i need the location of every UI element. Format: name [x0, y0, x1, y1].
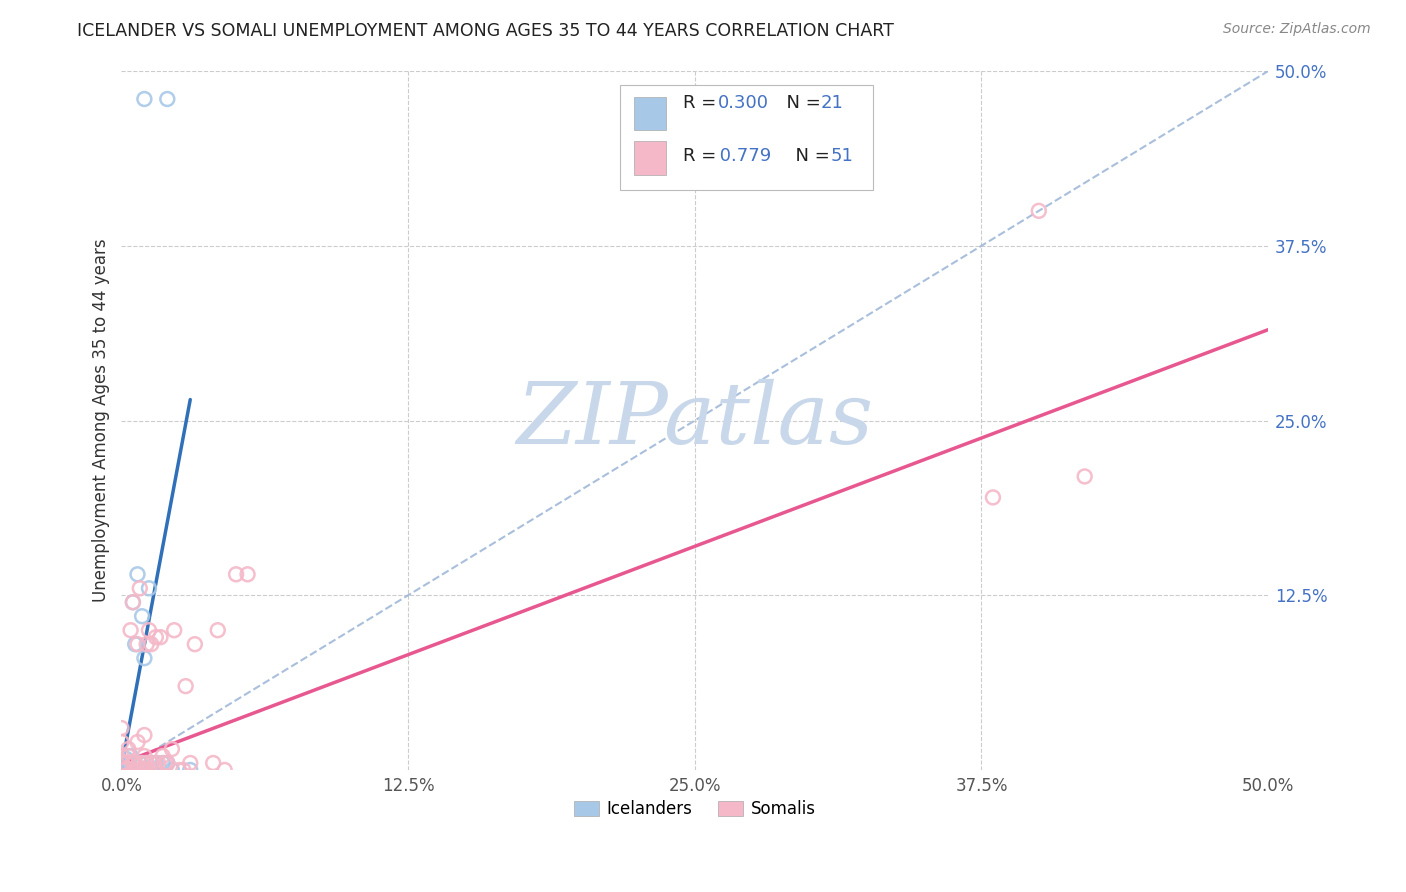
Point — [156, 92, 179, 106]
Point — [179, 756, 201, 770]
Point — [134, 92, 156, 106]
Point — [1073, 469, 1095, 483]
Point — [122, 756, 145, 770]
Point — [117, 756, 139, 770]
Point — [156, 756, 179, 770]
Point — [122, 756, 145, 770]
Text: ZIPatlas: ZIPatlas — [516, 379, 873, 462]
Y-axis label: Unemployment Among Ages 35 to 44 years: Unemployment Among Ages 35 to 44 years — [93, 239, 110, 602]
Point — [131, 756, 153, 770]
Text: R =: R = — [683, 94, 723, 112]
Point — [138, 581, 160, 595]
Point — [145, 756, 167, 770]
Point — [110, 735, 132, 749]
Point — [202, 756, 225, 770]
Point — [131, 763, 153, 777]
Point — [128, 763, 150, 777]
Point — [141, 637, 163, 651]
Point — [146, 756, 169, 770]
Point — [120, 749, 142, 764]
Point — [135, 756, 157, 770]
Point — [115, 763, 138, 777]
Point — [156, 756, 179, 770]
Point — [184, 637, 207, 651]
Point — [124, 763, 146, 777]
Text: 21: 21 — [821, 94, 844, 112]
Point — [160, 742, 183, 756]
Point — [110, 721, 132, 735]
Bar — [634, 141, 666, 175]
Point — [149, 630, 172, 644]
Point — [124, 637, 146, 651]
Point — [179, 763, 201, 777]
Point — [110, 756, 132, 770]
Point — [135, 756, 157, 770]
Point — [122, 595, 145, 609]
Point — [115, 756, 138, 770]
Text: 0.300: 0.300 — [717, 94, 769, 112]
Point — [145, 763, 167, 777]
Point — [138, 763, 160, 777]
Point — [124, 756, 146, 770]
Point — [128, 581, 150, 595]
Point — [167, 763, 190, 777]
Text: N =: N = — [785, 147, 835, 165]
Point — [214, 763, 236, 777]
Text: 0.779: 0.779 — [714, 147, 772, 165]
Point — [1028, 203, 1050, 218]
Point — [110, 749, 132, 764]
Point — [115, 752, 138, 766]
Point — [134, 728, 156, 742]
Point — [120, 624, 142, 638]
Point — [145, 630, 167, 644]
Bar — [634, 97, 666, 130]
Point — [128, 756, 150, 770]
Text: 51: 51 — [830, 147, 853, 165]
Point — [172, 763, 194, 777]
Point — [134, 749, 156, 764]
Point — [131, 609, 153, 624]
Point — [152, 756, 174, 770]
Point — [134, 651, 156, 665]
Point — [174, 679, 197, 693]
Point — [127, 735, 149, 749]
Point — [225, 567, 247, 582]
Legend: Icelanders, Somalis: Icelanders, Somalis — [567, 793, 823, 824]
FancyBboxPatch shape — [620, 85, 873, 190]
Point — [127, 567, 149, 582]
Point — [138, 624, 160, 638]
Point — [160, 763, 183, 777]
Text: N =: N = — [775, 94, 827, 112]
Point — [236, 567, 259, 582]
Point — [122, 763, 145, 777]
Point — [110, 756, 132, 770]
Point — [207, 624, 229, 638]
Point — [981, 491, 1004, 505]
Point — [135, 637, 157, 651]
Point — [152, 749, 174, 764]
Point — [163, 624, 186, 638]
Point — [153, 756, 176, 770]
Point — [127, 637, 149, 651]
Point — [117, 742, 139, 756]
Text: R =: R = — [683, 147, 723, 165]
Text: Source: ZipAtlas.com: Source: ZipAtlas.com — [1223, 22, 1371, 37]
Point — [134, 763, 156, 777]
Point — [141, 756, 163, 770]
Point — [122, 595, 145, 609]
Point — [141, 756, 163, 770]
Text: ICELANDER VS SOMALI UNEMPLOYMENT AMONG AGES 35 TO 44 YEARS CORRELATION CHART: ICELANDER VS SOMALI UNEMPLOYMENT AMONG A… — [77, 22, 894, 40]
Point — [117, 749, 139, 764]
